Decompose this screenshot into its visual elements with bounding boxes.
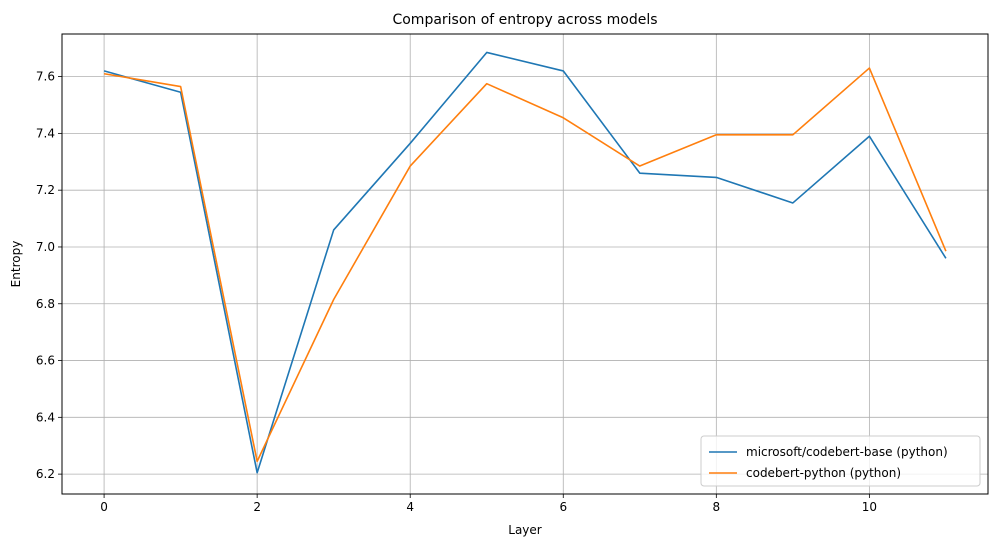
grid	[62, 34, 988, 494]
x-axis-ticks: 0 2 4 6 8 10	[100, 494, 877, 514]
series-lines	[103, 51, 947, 474]
x-tick-label: 2	[253, 500, 261, 514]
y-tick-label: 6.2	[36, 467, 55, 481]
x-tick-label: 0	[100, 500, 108, 514]
y-tick-label: 7.0	[36, 240, 55, 254]
y-axis-label: Entropy	[9, 241, 23, 288]
y-tick-label: 7.6	[36, 70, 55, 84]
series-line-1	[103, 51, 947, 474]
legend-label: microsoft/codebert-base (python)	[746, 445, 948, 459]
y-tick-label: 6.8	[36, 297, 55, 311]
y-tick-label: 7.4	[36, 126, 55, 140]
y-axis-ticks: 6.2 6.4 6.6 6.8 7.0 7.2 7.4 7.6	[36, 70, 62, 481]
plot-frame	[61, 33, 989, 495]
legend-items: microsoft/codebert-base (python) codebert…	[709, 445, 948, 480]
y-tick-label: 7.2	[36, 183, 55, 197]
x-tick-label: 6	[559, 500, 567, 514]
legend: microsoft/codebert-base (python) codebert…	[700, 435, 981, 487]
y-tick-label: 6.4	[36, 410, 55, 424]
x-axis-label: Layer	[508, 523, 542, 537]
x-tick-label: 8	[713, 500, 721, 514]
legend-label: codebert-python (python)	[746, 466, 901, 480]
legend-box	[700, 435, 981, 487]
x-tick-label: 10	[862, 500, 877, 514]
series-line-2	[103, 67, 947, 463]
x-tick-label: 4	[406, 500, 414, 514]
chart-title: Comparison of entropy across models	[392, 12, 657, 28]
y-tick-label: 6.6	[36, 354, 55, 368]
